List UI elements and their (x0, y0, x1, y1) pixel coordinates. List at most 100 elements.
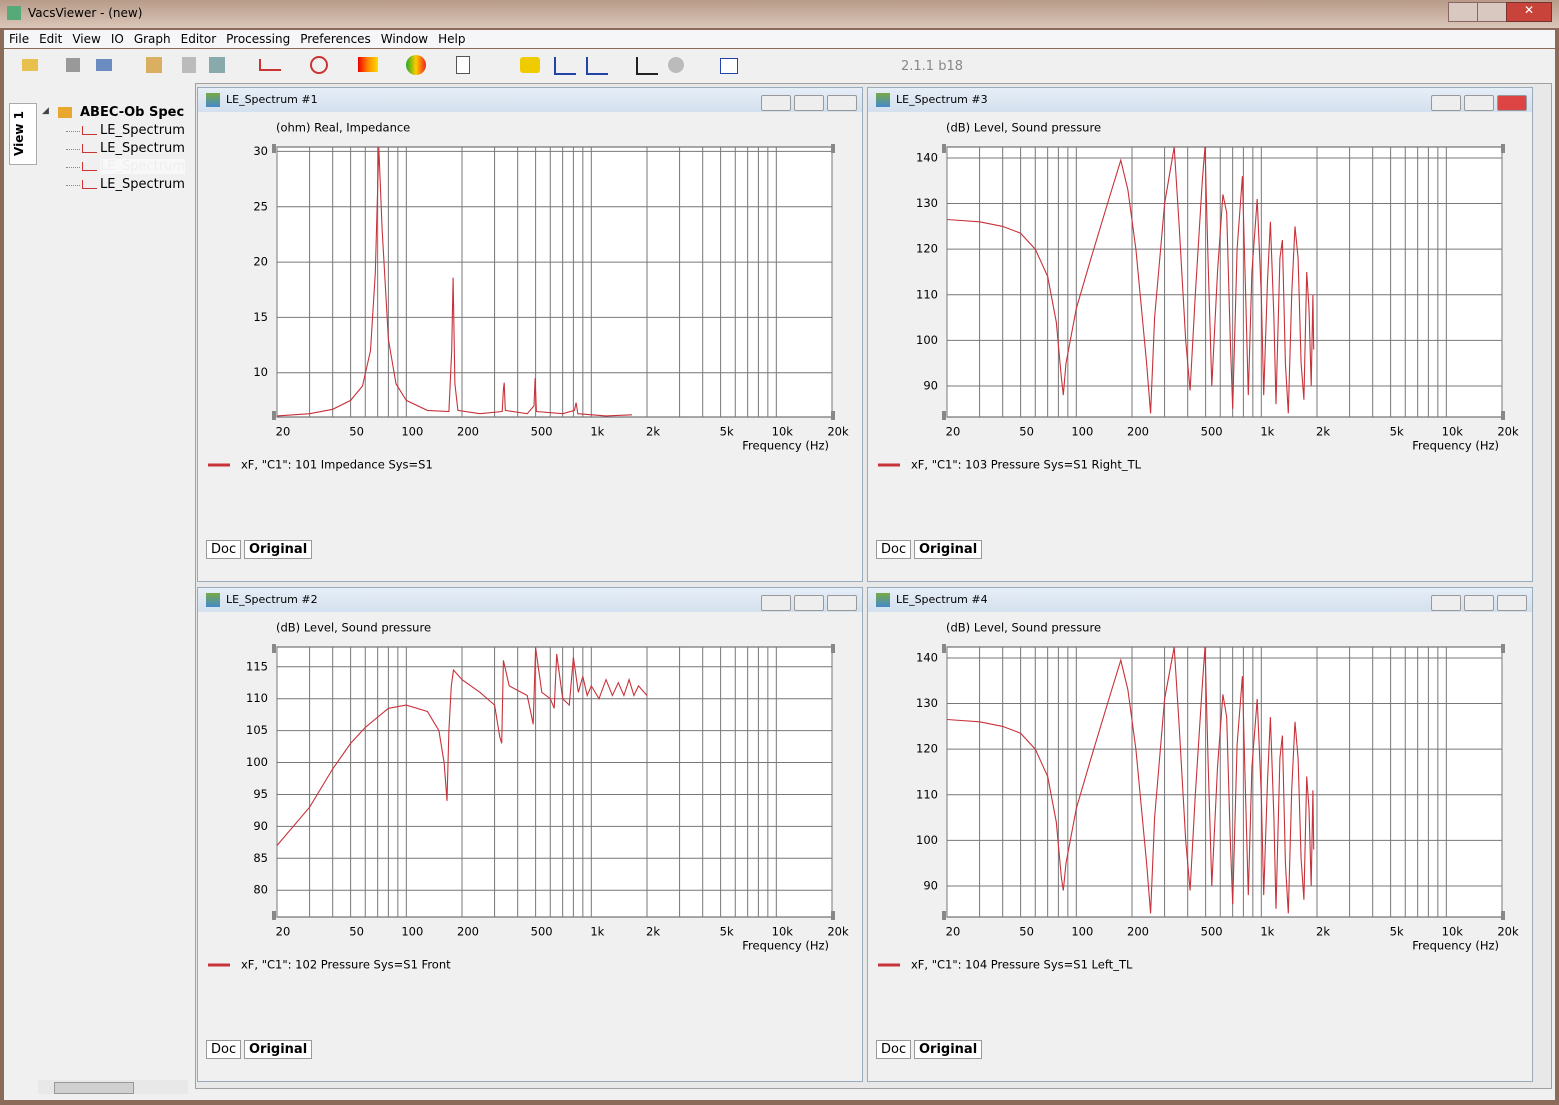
x-tick-label: 20 (946, 925, 961, 939)
y-tick-label: 110 (916, 787, 938, 801)
window-minimize[interactable] (761, 595, 791, 611)
polar-button[interactable] (310, 56, 328, 74)
data-line (276, 647, 648, 846)
doc-tab[interactable]: Doc (206, 540, 242, 559)
chart: 90 100 110 120 130 140 20 50 100 200 500 1k 2k 5k 10k 2… (878, 621, 1519, 972)
stop-button[interactable] (668, 57, 684, 73)
x-tick-label: 2k (1316, 425, 1330, 439)
x-tick-label: 500 (1201, 425, 1223, 439)
y-tick-label: 115 (246, 659, 268, 673)
x-tick-label: 50 (349, 425, 364, 439)
doc-tab[interactable]: Original (914, 540, 983, 559)
print-button[interactable] (96, 59, 112, 71)
x-tick-label: 5k (720, 925, 734, 939)
menu-item[interactable]: Window (380, 32, 429, 46)
color-map-button[interactable] (358, 57, 378, 72)
menu-item[interactable]: File (9, 32, 30, 46)
axis-handle (1501, 411, 1505, 420)
export-button[interactable] (636, 57, 658, 75)
window-minimize[interactable] (1431, 95, 1461, 111)
close-button[interactable]: ✕ (1506, 2, 1552, 22)
y-tick-label: 120 (916, 742, 938, 756)
save-button[interactable] (66, 58, 80, 72)
window-close[interactable] (1497, 95, 1527, 111)
paste-button[interactable] (209, 57, 225, 73)
doc-tab[interactable]: Doc (206, 1040, 242, 1059)
menu-item[interactable]: Editor (180, 32, 217, 46)
window-restore[interactable] (794, 595, 824, 611)
legend-label: xF, "C1": 102 Pressure Sys=S1 Front (241, 958, 451, 972)
doc-tab[interactable]: Original (244, 1040, 313, 1059)
tree-item[interactable]: LE_Spectrum (100, 177, 185, 192)
y-tick-label: 110 (246, 691, 268, 705)
window-restore[interactable] (794, 95, 824, 111)
balloon-button[interactable] (406, 55, 426, 75)
menu-item[interactable]: Preferences (300, 32, 371, 46)
doc-tab[interactable]: Original (244, 540, 313, 559)
doc-tab[interactable]: Doc (876, 540, 912, 559)
scroll-thumb[interactable] (54, 1082, 134, 1094)
window-header: LE_Spectrum #1 (198, 88, 862, 112)
window-close[interactable] (827, 95, 857, 111)
menu-item[interactable]: Graph (133, 32, 171, 46)
y-tick-label: 100 (246, 755, 268, 769)
x-tick-label: 20k (827, 925, 849, 939)
window-restore[interactable] (1464, 95, 1494, 111)
menu-item[interactable]: View (72, 32, 101, 46)
title-bar: VacsViewer - (new) ✕ (0, 0, 1559, 28)
view-tab[interactable]: View 1 (9, 103, 37, 165)
chart-window: LE_Spectrum #3 Doc Original 90 100 110 120 130 1… (867, 87, 1533, 582)
x-tick-label: 10k (1442, 925, 1464, 939)
x-tick-label: 5k (1390, 425, 1404, 439)
plot-area (276, 146, 833, 418)
menu-item[interactable]: Edit (39, 32, 63, 46)
window-header: LE_Spectrum #4 (868, 588, 1532, 612)
x-tick-label: 200 (457, 425, 479, 439)
tree-button[interactable] (146, 57, 162, 73)
doc-tab[interactable]: Original (914, 1040, 983, 1059)
data-line (276, 146, 633, 417)
xy-button[interactable] (554, 57, 576, 75)
tree-item[interactable]: LE_Spectrum (100, 159, 185, 174)
tree-expander[interactable]: ◢ (42, 106, 49, 116)
menu-item[interactable]: Help (438, 32, 466, 46)
menu-item[interactable]: Processing (226, 32, 291, 46)
y-axis-label: (dB) Level, Sound pressure (276, 621, 431, 635)
copy-button[interactable] (182, 57, 196, 73)
new-button[interactable] (456, 56, 470, 74)
window-minimize[interactable] (761, 95, 791, 111)
y-tick-label: 10 (253, 365, 268, 379)
h-scrollbar[interactable] (38, 1080, 188, 1094)
window-close[interactable] (827, 595, 857, 611)
plot-area (276, 646, 833, 918)
window-minimize[interactable] (1431, 595, 1461, 611)
axis-handle (272, 911, 276, 920)
multi-graph-button[interactable] (586, 57, 608, 75)
tree-root-icon (58, 107, 72, 118)
tree-root[interactable]: ABEC-Ob Spec (80, 105, 185, 120)
menu-item[interactable]: IO (110, 32, 124, 46)
minimize-button[interactable] (1448, 2, 1478, 22)
chart: 90 100 110 120 130 140 20 50 100 200 500 1k 2k 5k 10k 2… (878, 121, 1519, 472)
window-layout-button[interactable] (720, 58, 738, 74)
axis-handle (831, 411, 835, 420)
toolbar: 2.1.1 b18 (4, 49, 1555, 83)
window-close[interactable] (1497, 595, 1527, 611)
main-area: View 1 ◢ ABEC-Ob Spec LE_Spectrum LE_Spec… (4, 83, 1555, 1100)
maximize-button[interactable] (1477, 2, 1507, 22)
doc-tab[interactable]: Doc (876, 1040, 912, 1059)
x-axis-label: Frequency (Hz) (742, 439, 829, 453)
open-button[interactable] (22, 59, 38, 71)
graph-button[interactable] (259, 59, 281, 71)
tree-item[interactable]: LE_Spectrum (100, 141, 185, 156)
process-button[interactable] (520, 57, 540, 73)
axis-handle (942, 411, 946, 420)
x-tick-label: 20 (276, 425, 291, 439)
x-tick-label: 100 (401, 925, 423, 939)
y-tick-label: 80 (253, 883, 268, 897)
window-header: LE_Spectrum #2 (198, 588, 862, 612)
axis-handle (272, 144, 276, 153)
tree-item[interactable]: LE_Spectrum (100, 123, 185, 138)
window-restore[interactable] (1464, 595, 1494, 611)
